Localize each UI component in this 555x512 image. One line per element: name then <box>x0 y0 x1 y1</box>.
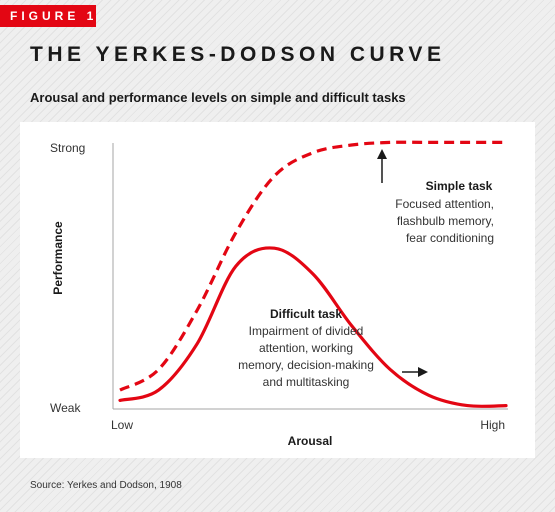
simple-task-arrowhead <box>377 149 387 159</box>
x-tick-label-low: Low <box>111 418 133 432</box>
difficult-task-arrowhead <box>418 367 428 377</box>
annotation-difficult-line: attention, working <box>259 341 353 355</box>
annotation-simple-line: fear conditioning <box>406 231 494 245</box>
source-note: Source: Yerkes and Dodson, 1908 <box>30 480 182 491</box>
x-axis-label: Arousal <box>288 434 333 448</box>
x-tick-label-high: High <box>480 418 505 432</box>
annotation-simple-title: Simple task <box>426 179 493 193</box>
y-tick-label-strong: Strong <box>50 141 85 155</box>
y-tick-label-weak: Weak <box>50 401 81 415</box>
figure-title: THE YERKES-DODSON CURVE <box>30 43 446 66</box>
annotation-difficult-line: Impairment of divided <box>249 324 364 338</box>
annotation-difficult-title: Difficult task <box>270 307 342 321</box>
series-line-difficult-task <box>118 246 508 408</box>
annotation-simple-line: flashbulb memory, <box>397 214 494 228</box>
annotation-simple-line: Focused attention, <box>395 197 494 211</box>
figure-subtitle: Arousal and performance levels on simple… <box>30 90 406 105</box>
annotation-difficult-line: memory, decision-making <box>238 358 374 372</box>
y-axis-label: Performance <box>51 221 65 295</box>
series-line-simple-task <box>119 140 506 392</box>
figure-label: FIGURE 1 <box>0 5 96 27</box>
annotation-difficult-line: and multitasking <box>263 375 350 389</box>
